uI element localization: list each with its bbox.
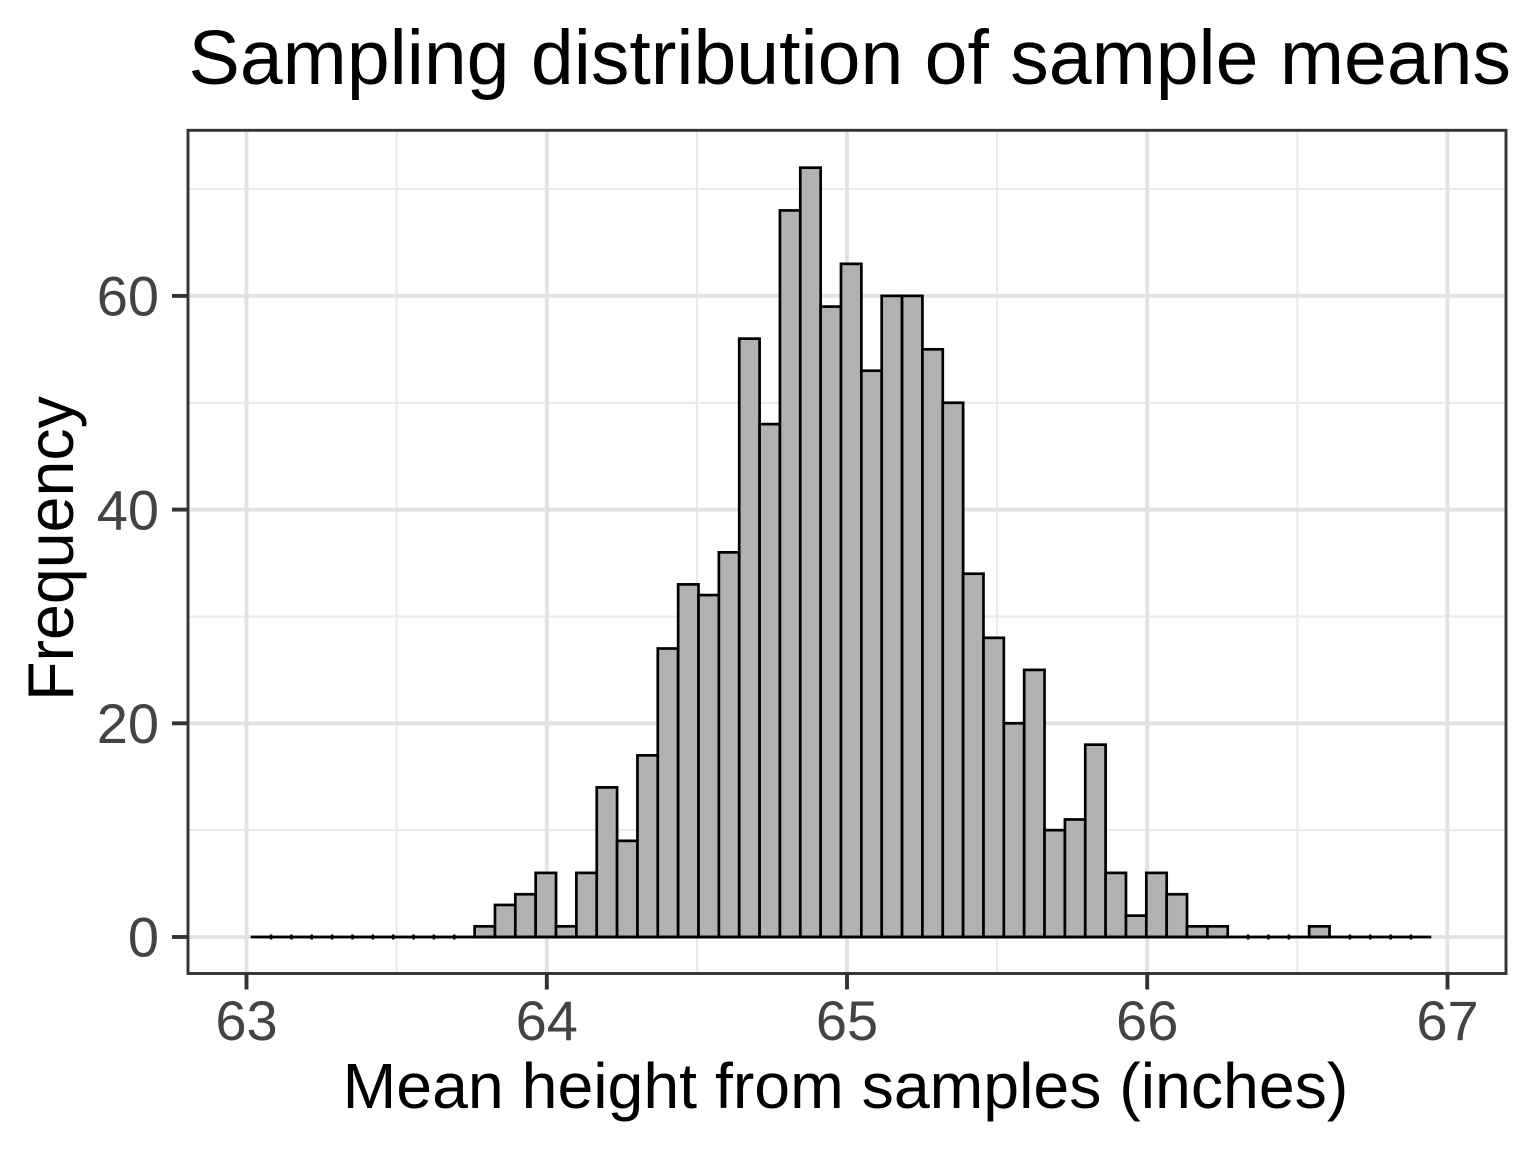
svg-text:0: 0 <box>128 906 159 969</box>
svg-text:20: 20 <box>97 692 159 755</box>
svg-text:64: 64 <box>516 989 578 1052</box>
svg-text:Sampling distribution of sampl: Sampling distribution of sample means <box>189 15 1512 101</box>
svg-text:65: 65 <box>816 989 878 1052</box>
svg-text:63: 63 <box>215 989 277 1052</box>
svg-text:60: 60 <box>97 265 159 328</box>
svg-text:67: 67 <box>1416 989 1478 1052</box>
svg-text:66: 66 <box>1116 989 1178 1052</box>
svg-text:Frequency: Frequency <box>15 395 87 700</box>
svg-text:Mean height from samples (inch: Mean height from samples (inches) <box>343 1050 1349 1122</box>
svg-text:40: 40 <box>97 478 159 541</box>
